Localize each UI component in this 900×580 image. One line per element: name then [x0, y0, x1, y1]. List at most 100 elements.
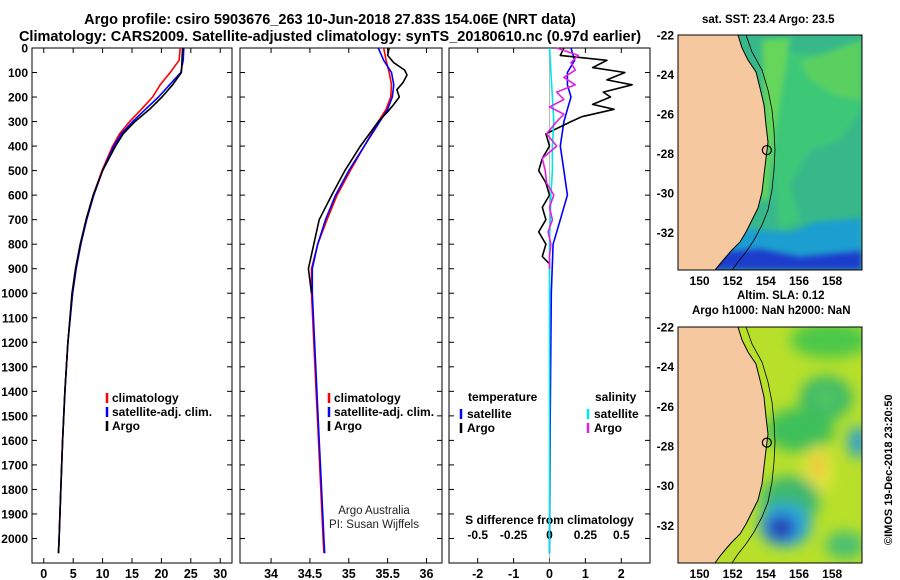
- imos-credit: ©IMOS 19-Dec-2018 23:20:50: [883, 394, 895, 545]
- depth-tick-label: 900: [8, 262, 28, 276]
- sst-map-ytick-label: -28: [657, 147, 675, 161]
- temperature-xtick-label: 25: [184, 567, 198, 580]
- series-argo: [57, 47, 184, 554]
- diff-temperature-legend-label: Argo: [467, 421, 495, 435]
- depth-tick-label: 100: [8, 66, 28, 80]
- depth-tick-label: 800: [8, 238, 28, 252]
- sst-map-ytick-label: -24: [657, 68, 675, 82]
- salinity-legend-label: satellite-adj. clim.: [334, 405, 434, 419]
- sst-map-xtick-label: 156: [789, 274, 809, 288]
- sla-green-inner: [814, 388, 838, 408]
- temperature-xtick-label: 30: [213, 567, 227, 580]
- difference-xtick-label: 2: [618, 567, 625, 580]
- salinity-xtick-label: 34.5: [298, 567, 322, 580]
- series-climatology: [57, 47, 181, 554]
- salinity-xtick-label: 35: [342, 567, 356, 580]
- temperature-legend-label: climatology: [112, 391, 179, 405]
- sla-green-north: [790, 327, 862, 358]
- sla-float-marker: [761, 437, 772, 448]
- sla-map-ytick-label: -22: [657, 321, 675, 335]
- diff-salinity-legend-label: satellite: [594, 407, 639, 421]
- sst-map-ytick-label: -26: [657, 107, 675, 121]
- salinity-xtick-label: 35.5: [375, 567, 399, 580]
- sst-map-title: sat. SST: 23.4 Argo: 23.5: [702, 14, 835, 26]
- sst-map-xtick-label: 154: [756, 274, 776, 288]
- diff-salinity-legend-header: salinity: [595, 390, 637, 404]
- sla-depth-contour: [731, 327, 776, 563]
- sst-nearshore-warm: [760, 38, 790, 200]
- salinity-annotation: Argo Australia: [338, 505, 410, 517]
- depth-tick-label: 1900: [1, 507, 28, 521]
- depth-tick-label: 300: [8, 115, 28, 129]
- salinity-axes: [239, 47, 443, 564]
- s-difference-tick-label: 0.5: [613, 528, 630, 542]
- series-salinity-argo: [541, 47, 580, 269]
- s-difference-tick-label: -0.25: [500, 528, 528, 542]
- sla-map-xtick-label: 158: [822, 567, 842, 580]
- sst-map-ytick-label: -22: [657, 29, 675, 43]
- s-difference-tick-label: -0.5: [467, 528, 488, 542]
- sla-orange-core: [812, 454, 824, 478]
- sla-map-title-line1: Altim. SLA: 0.12: [737, 290, 825, 302]
- sla-map-title-line2: Argo h1000: NaN h2000: NaN: [692, 305, 851, 317]
- temperature-xtick-label: 15: [125, 567, 139, 580]
- sst-map: [678, 35, 862, 270]
- depth-tick-label: 1700: [1, 458, 28, 472]
- sst-map-xtick-label: 150: [690, 274, 710, 288]
- sst-coldest-south: [710, 248, 862, 270]
- salinity-legend-label: Argo: [334, 419, 362, 433]
- sla-map-xtick-label: 154: [756, 567, 776, 580]
- depth-tick-label: 1100: [2, 311, 28, 325]
- depth-tick-label: 500: [8, 164, 28, 178]
- sst-map-xtick-label: 158: [822, 274, 842, 288]
- temperature-legend-label: Argo: [112, 419, 140, 433]
- sla-map: [678, 327, 862, 563]
- salinity-xtick-label: 34: [264, 567, 278, 580]
- series-temperature-satellite: [548, 47, 576, 554]
- series-climatology: [310, 47, 393, 554]
- series-satellite-adj-clim-: [311, 47, 395, 554]
- sla-map-ytick-label: -28: [657, 439, 675, 453]
- series-satellite-adj-clim-: [57, 47, 185, 554]
- depth-tick-label: 1800: [1, 483, 28, 497]
- sst-land: [678, 35, 769, 270]
- sla-green-south-east: [825, 531, 862, 559]
- depth-tick-label: 1300: [1, 360, 28, 374]
- series-temperature-argo: [537, 47, 633, 269]
- temperature-legend-label: satellite-adj. clim.: [112, 405, 212, 419]
- sla-map-frame: [677, 326, 863, 564]
- sla-map-ytick-label: -24: [657, 360, 675, 374]
- depth-tick-label: 200: [8, 91, 28, 105]
- sst-float-marker: [761, 145, 772, 156]
- sla-map-xtick-label: 156: [789, 567, 809, 580]
- depth-tick-label: 1400: [1, 385, 28, 399]
- difference-xtick-label: -2: [472, 567, 483, 580]
- depth-tick-label: 1500: [1, 409, 28, 423]
- sla-eddy-core: [772, 520, 790, 536]
- depth-tick-label: 400: [8, 140, 28, 154]
- temperature-xtick-label: 10: [96, 567, 110, 580]
- salinity-legend-label: climatology: [334, 391, 401, 405]
- sst-cool-patch: [800, 40, 862, 100]
- sla-land: [678, 327, 769, 563]
- s-difference-tick-label: 0.25: [574, 528, 598, 542]
- depth-tick-label: 600: [8, 189, 28, 203]
- sla-map-ytick-label: -26: [657, 400, 675, 414]
- sla-blue-east: [848, 426, 862, 458]
- depth-tick-label: 700: [8, 213, 28, 227]
- series-layer: [57, 47, 633, 554]
- diff-salinity-legend-label: Argo: [594, 421, 622, 435]
- salinity-annotation: PI: Susan Wijffels: [329, 519, 419, 531]
- depth-tick-label: 1200: [1, 336, 28, 350]
- depth-tick-label: 2000: [1, 532, 28, 546]
- depth-tick-label: 1000: [1, 287, 28, 301]
- plot-title-line2: Climatology: CARS2009. Satellite-adjuste…: [18, 29, 642, 45]
- difference-xtick-label: -1: [508, 567, 519, 580]
- sst-depth-contour: [731, 35, 776, 270]
- series-argo: [307, 47, 408, 294]
- plot-title-line1: Argo profile: csiro 5903676_263 10-Jun-2…: [84, 12, 576, 28]
- series-salinity-satellite: [548, 47, 555, 554]
- sst-map-frame: [677, 34, 863, 271]
- sst-map-ytick-label: -30: [657, 186, 675, 200]
